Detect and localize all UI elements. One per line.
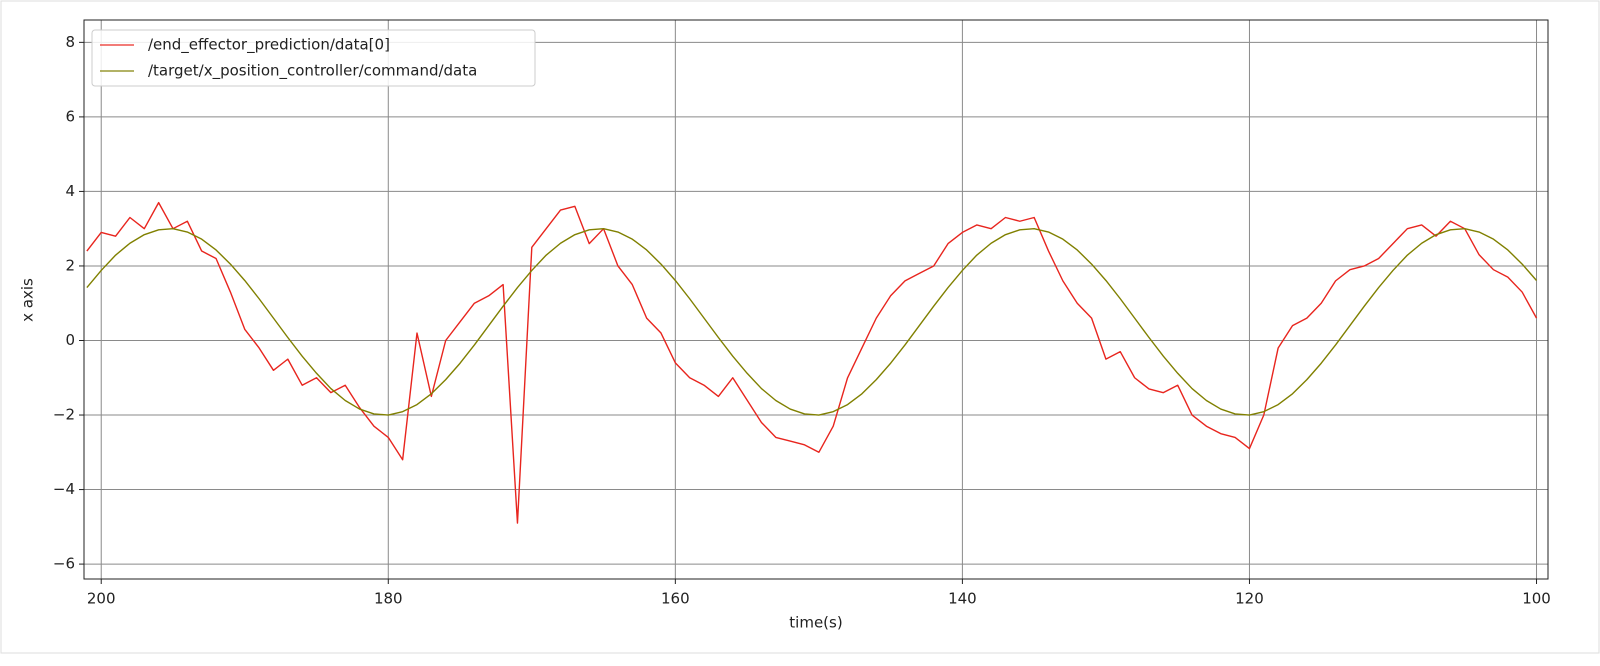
y-tick-label: 4 — [65, 182, 75, 200]
legend-label: /end_effector_prediction/data[0] — [148, 36, 390, 55]
y-tick-label: −6 — [53, 555, 75, 573]
legend-box — [91, 29, 536, 87]
y-tick-label: 0 — [65, 331, 75, 349]
y-tick-label: −4 — [53, 480, 75, 498]
y-tick-label: 2 — [65, 256, 75, 274]
x-axis-label: time(s) — [789, 614, 842, 632]
legend-label: /target/x_position_controller/command/da… — [148, 62, 477, 81]
y-tick-label: 8 — [65, 33, 75, 51]
series-line — [86, 201, 1538, 524]
x-tick-label: 100 — [1522, 590, 1551, 608]
x-tick-label: 200 — [87, 590, 116, 608]
x-tick-label: 160 — [661, 590, 690, 608]
y-tick-label: 6 — [65, 107, 75, 125]
x-tick-label: 140 — [948, 590, 977, 608]
y-axis-label: x axis — [19, 278, 37, 322]
axes-frame — [83, 19, 1549, 580]
y-tick-label: −2 — [53, 406, 75, 424]
x-tick-label: 180 — [374, 590, 403, 608]
x-tick-label: 120 — [1235, 590, 1264, 608]
series-line — [86, 227, 1538, 416]
